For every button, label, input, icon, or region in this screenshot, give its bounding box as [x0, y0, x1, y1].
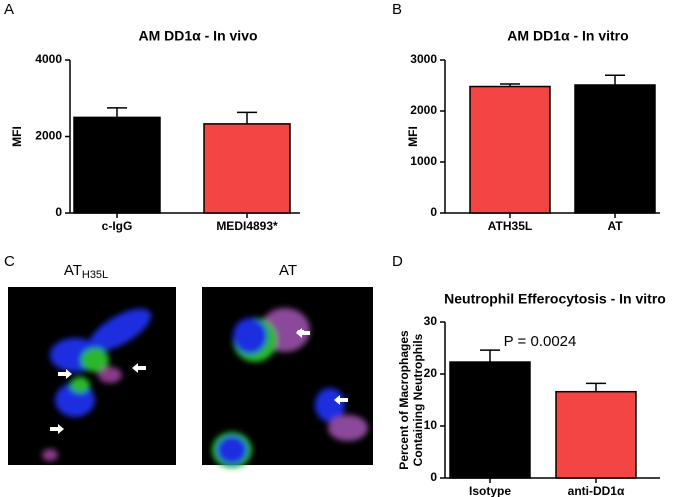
y-tick-label: 2000	[35, 129, 62, 143]
y-axis-label: Containing Neutrophils	[411, 333, 425, 466]
y-tick-label: 3000	[410, 52, 437, 66]
image-label: AT	[279, 262, 297, 279]
x-tick-label: ATH35L	[488, 219, 532, 233]
y-tick-label: 2000	[410, 103, 437, 117]
image-label-text: AT	[64, 262, 82, 279]
bar	[449, 361, 531, 479]
x-tick-label: anti-DD1α	[568, 484, 625, 497]
image-label: ATH35L	[64, 262, 108, 281]
y-tick-label: 0	[55, 205, 62, 219]
micrograph	[202, 287, 373, 468]
panel-letter: C	[4, 253, 15, 270]
chart-title: AM DD1α - In vivo	[138, 28, 257, 44]
y-tick-label: 1000	[410, 154, 437, 168]
chart-title: Neutrophil Efferocytosis - In vitro	[444, 291, 666, 307]
panel-letter: B	[392, 1, 402, 18]
y-axis-label: Percent of Macrophages	[397, 330, 411, 470]
bar	[73, 116, 161, 214]
image-label-sub: H35L	[82, 269, 108, 281]
bar	[574, 84, 656, 214]
micrograph	[8, 287, 176, 465]
y-tick-label: 10	[424, 418, 438, 432]
bar	[203, 123, 291, 214]
x-tick-label: MEDI4893*	[216, 219, 278, 233]
x-tick-label: AT	[607, 219, 623, 233]
panel-letter: D	[392, 253, 403, 270]
y-tick-label: 0	[430, 470, 437, 484]
panel-letter: A	[4, 1, 14, 18]
y-axis-label: MFI	[10, 126, 24, 147]
bar	[469, 85, 551, 214]
y-axis-label: MFI	[406, 126, 420, 147]
bar	[555, 390, 637, 479]
x-tick-label: Isotype	[469, 484, 511, 497]
x-tick-label: c-IgG	[102, 219, 133, 233]
y-tick-label: 4000	[35, 52, 62, 66]
chart-title: AM DD1α - In vitro	[507, 28, 628, 44]
y-tick-label: 20	[424, 366, 438, 380]
y-tick-label: 0	[430, 205, 437, 219]
annotation: P = 0.0024	[504, 333, 577, 350]
y-tick-label: 30	[424, 314, 438, 328]
